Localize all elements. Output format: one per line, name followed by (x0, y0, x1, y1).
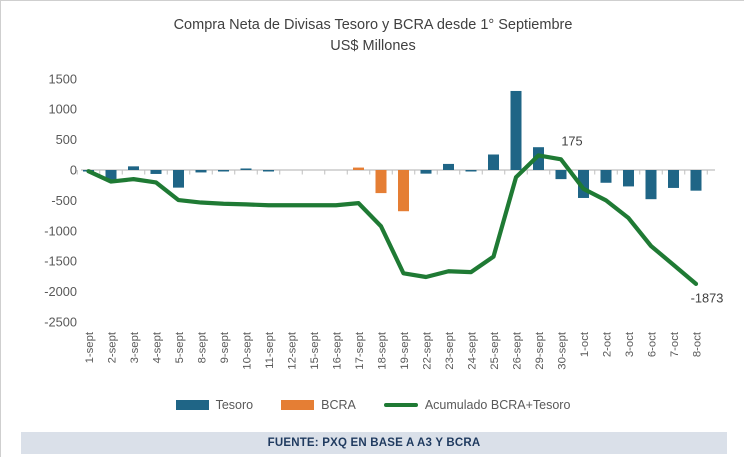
bar-tesoro-22-sept (420, 170, 432, 174)
source-footer-bar: FUENTE: PXQ EN BASE A A3 Y BCRA (21, 432, 727, 454)
x-axis-category-label: 18-sept (377, 331, 389, 370)
y-axis-tick-label: -500 (51, 193, 77, 208)
tesoro-swatch-icon (175, 400, 209, 410)
x-axis-category-label: 12-sept (287, 331, 299, 370)
legend-item-bcra: BCRA (281, 398, 356, 412)
legend-item-tesoro: Tesoro (175, 398, 254, 412)
x-axis-category-label: 1-oct (579, 331, 591, 357)
legend-label-tesoro: Tesoro (215, 398, 254, 412)
x-axis-category-label: 8-oct (692, 331, 704, 357)
bar-tesoro-30-sept (555, 170, 567, 180)
y-axis-tick-label: -2000 (44, 284, 77, 299)
y-axis-tick-label: -1000 (44, 223, 77, 238)
bar-tesoro-8-sept (195, 170, 207, 173)
bar-tesoro-7-oct (668, 170, 679, 188)
chart-title-line1: Compra Neta de Divisas Tesoro y BCRA des… (173, 17, 573, 33)
x-axis-category-label: 3-sept (129, 331, 141, 363)
x-axis-category-label: 17-sept (354, 331, 366, 370)
bar-tesoro-5-sept (173, 170, 184, 188)
x-axis-category-label: 6-oct (647, 331, 659, 357)
x-axis-category-label: 8-sept (197, 331, 209, 363)
bar-tesoro-23-sept (443, 163, 454, 170)
x-axis-category-label: 26-sept (512, 331, 524, 370)
bar-tesoro-2-sept (105, 170, 117, 181)
bar-tesoro-29-sept (533, 147, 544, 170)
bar-tesoro-3-sept (128, 166, 139, 170)
x-axis-category-label: 24-sept (467, 331, 479, 370)
legend-label-bcra: BCRA (321, 398, 356, 412)
data-label-30-sept: 175 (561, 133, 582, 148)
bar-tesoro-3-oct (623, 170, 634, 187)
bar-tesoro-10-sept (240, 168, 252, 170)
bar-tesoro-6-oct (645, 170, 657, 200)
x-axis-category-label: 10-sept (242, 331, 254, 370)
acumulado-line-swatch-icon (383, 403, 418, 407)
bar-tesoro-1-oct (578, 170, 589, 198)
x-axis-category-label: 16-sept (332, 331, 344, 370)
bar-tesoro-9-sept (218, 170, 229, 172)
x-axis-category-label: 29-sept (534, 331, 546, 370)
y-axis-tick-label: 1500 (49, 71, 77, 86)
bar-tesoro-25-sept (488, 154, 499, 170)
bar-tesoro-2-oct (600, 170, 612, 183)
chart-title-line2: US$ Millones (330, 38, 416, 54)
bar-bcra-19-sept (398, 170, 409, 212)
x-axis-category-label: 25-sept (489, 331, 501, 370)
x-axis-category-label: 15-sept (309, 331, 321, 370)
bar-bcra-17-sept (353, 167, 364, 170)
acumulado-line (86, 153, 699, 286)
x-axis-category-label: 5-sept (174, 331, 186, 363)
data-label-8-oct: -1873 (691, 290, 724, 305)
x-axis-category-label: 30-sept (557, 331, 569, 370)
bar-tesoro-4-sept (150, 170, 162, 174)
bar-bcra-18-sept (375, 170, 387, 194)
legend-label-acumulado: Acumulado BCRA+Tesoro (424, 398, 571, 412)
bcra-swatch-icon (281, 400, 315, 410)
y-axis-tick-label: 0 (70, 163, 77, 178)
bar-tesoro-11-sept (263, 170, 274, 172)
x-axis-category-label: 7-oct (669, 331, 681, 357)
x-axis-category-label: 2-oct (602, 331, 614, 357)
bar-tesoro-26-sept (510, 90, 522, 170)
x-axis-category-label: 2-sept (107, 331, 119, 363)
source-text: FUENTE: PXQ EN BASE A A3 Y BCRA (267, 437, 481, 449)
y-axis-tick-label: 500 (56, 132, 77, 147)
x-axis-category-label: 4-sept (152, 331, 164, 363)
bar-tesoro-24-sept (465, 170, 477, 172)
x-axis-category-label: 22-sept (422, 331, 434, 370)
chart-legend: Tesoro BCRA Acumulado BCRA+Tesoro (1, 395, 744, 415)
legend-item-acumulado: Acumulado BCRA+Tesoro (383, 398, 571, 412)
x-axis-category-label: 1-sept (84, 331, 96, 363)
y-axis-tick-label: -1500 (44, 254, 77, 269)
bar-tesoro-8-oct (690, 170, 702, 191)
x-axis-category-label: 23-sept (444, 331, 456, 370)
x-axis-category-label: 3-oct (624, 331, 636, 357)
y-axis-tick-label: -2500 (44, 315, 77, 330)
x-axis-category-label: 11-sept (264, 331, 276, 369)
chart-title: Compra Neta de Divisas Tesoro y BCRA des… (1, 15, 744, 57)
x-axis-category-label: 9-sept (219, 331, 231, 363)
y-axis-tick-label: 1000 (49, 102, 77, 117)
x-axis-category-label: 19-sept (399, 331, 411, 370)
